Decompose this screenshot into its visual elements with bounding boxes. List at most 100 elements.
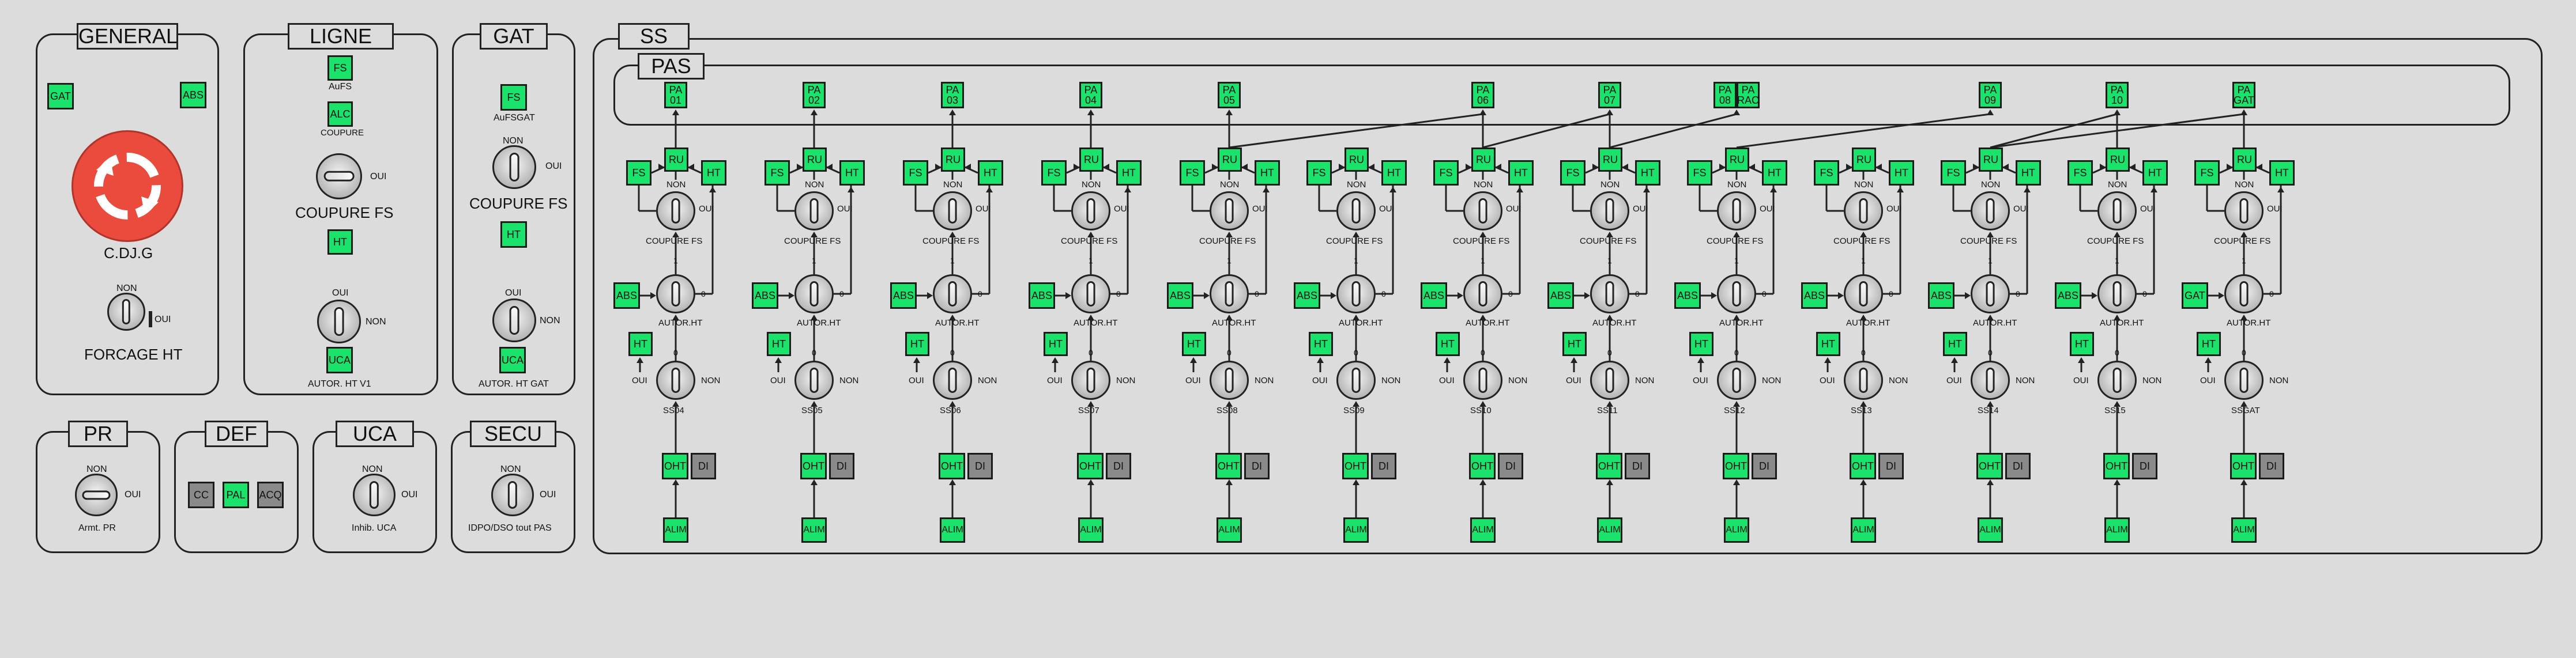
uca-selector[interactable] <box>353 474 396 516</box>
pas-indicator[interactable]: PA 06 <box>1471 82 1494 108</box>
alim-indicator[interactable]: ALIM <box>801 517 827 543</box>
ht2-indicator[interactable]: HT <box>905 332 929 356</box>
gat-coupure-fs-selector[interactable] <box>492 145 536 189</box>
abs-indicator[interactable]: ABS <box>1294 282 1320 309</box>
ht2-indicator[interactable]: HT <box>1816 332 1840 356</box>
ligne-ht-indicator[interactable]: HT <box>327 229 353 255</box>
autor-ht-selector[interactable] <box>1844 274 1883 313</box>
fs-indicator[interactable]: FS <box>1180 160 1205 186</box>
coupure-fs-selector[interactable] <box>794 191 834 230</box>
gat-fs-indicator[interactable]: FS <box>500 84 527 111</box>
ht2-indicator[interactable]: HT <box>2197 332 2221 356</box>
autor-ht-selector[interactable] <box>1336 274 1376 313</box>
oht-indicator[interactable]: OHT <box>1215 453 1242 479</box>
ht-indicator[interactable]: HT <box>2142 160 2168 186</box>
di-indicator[interactable]: DI <box>2132 453 2157 479</box>
di-indicator[interactable]: DI <box>1244 453 1270 479</box>
autor-ht-selector[interactable] <box>2224 274 2264 313</box>
def-cc-indicator[interactable]: CC <box>188 482 214 508</box>
ht2-indicator[interactable]: HT <box>2070 332 2094 356</box>
alim-indicator[interactable]: ALIM <box>1597 517 1622 543</box>
gat-autor-selector[interactable] <box>492 298 536 342</box>
ht2-indicator[interactable]: HT <box>1044 332 1068 356</box>
ss-selector[interactable] <box>2224 361 2264 400</box>
abs-indicator[interactable]: ABS <box>613 282 640 309</box>
autor-ht-selector[interactable] <box>1971 274 2010 313</box>
ht-indicator[interactable]: HT <box>1381 160 1407 186</box>
ht-indicator[interactable]: HT <box>1255 160 1280 186</box>
fs-indicator[interactable]: FS <box>1306 160 1332 186</box>
abs-indicator[interactable]: ABS <box>890 282 917 309</box>
oht-indicator[interactable]: OHT <box>2230 453 2257 479</box>
ht-indicator[interactable]: HT <box>1116 160 1142 186</box>
ht-indicator[interactable]: HT <box>1508 160 1534 186</box>
fs-indicator[interactable]: FS <box>903 160 928 186</box>
ligne-uca-indicator[interactable]: UCA <box>326 347 353 373</box>
alim-indicator[interactable]: ALIM <box>1724 517 1749 543</box>
alim-indicator[interactable]: ALIM <box>1078 517 1104 543</box>
ru-indicator[interactable]: RU <box>1079 148 1104 172</box>
ru-indicator[interactable]: RU <box>1979 148 2003 172</box>
pas-indicator[interactable]: PA 09 <box>1979 82 2002 108</box>
autor-ht-selector[interactable] <box>1071 274 1110 313</box>
ligne-coupure-fs-selector[interactable] <box>316 153 362 199</box>
abs-indicator[interactable]: ABS <box>1674 282 1701 309</box>
ht2-indicator[interactable]: HT <box>1436 332 1460 356</box>
ht2-indicator[interactable]: HT <box>767 332 791 356</box>
pas-indicator[interactable]: PA 08 <box>1713 82 1737 108</box>
general-gat-indicator[interactable]: GAT <box>47 83 74 109</box>
abs-indicator[interactable]: ABS <box>1029 282 1055 309</box>
secu-selector[interactable] <box>491 474 534 516</box>
ht-indicator[interactable]: HT <box>2016 160 2041 186</box>
ru-indicator[interactable]: RU <box>2232 148 2257 172</box>
fs-indicator[interactable]: FS <box>1433 160 1459 186</box>
coupure-fs-selector[interactable] <box>1210 191 1249 230</box>
pas-indicator[interactable]: PA 07 <box>1598 82 1621 108</box>
oht-indicator[interactable]: OHT <box>1342 453 1369 479</box>
pas-indicator[interactable]: PA 05 <box>1218 82 1241 108</box>
ss-selector[interactable] <box>794 361 834 400</box>
pr-selector[interactable] <box>75 474 118 516</box>
di-indicator[interactable]: DI <box>1498 453 1523 479</box>
abs-indicator[interactable]: ABS <box>2055 282 2081 309</box>
oht-indicator[interactable]: OHT <box>2103 453 2130 479</box>
coupure-fs-selector[interactable] <box>1971 191 2010 230</box>
abs-indicator[interactable]: ABS <box>1801 282 1828 309</box>
ru-indicator[interactable]: RU <box>1852 148 1876 172</box>
alim-indicator[interactable]: ALIM <box>2104 517 2130 543</box>
ss-selector[interactable] <box>656 361 695 400</box>
ss-selector[interactable] <box>933 361 972 400</box>
coupure-fs-selector[interactable] <box>656 191 695 230</box>
di-indicator[interactable]: DI <box>1878 453 1904 479</box>
ligne-fs-indicator[interactable]: FS <box>327 55 353 81</box>
ru-indicator[interactable]: RU <box>2106 148 2130 172</box>
abs-indicator[interactable]: ABS <box>1547 282 1574 309</box>
ht-indicator[interactable]: HT <box>701 160 726 186</box>
ru-indicator[interactable]: RU <box>803 148 827 172</box>
ligne-alc-indicator[interactable]: ALC <box>327 101 353 127</box>
coupure-fs-selector[interactable] <box>2224 191 2264 230</box>
fs-indicator[interactable]: FS <box>2067 160 2093 186</box>
alim-indicator[interactable]: ALIM <box>663 517 688 543</box>
coupure-fs-selector[interactable] <box>933 191 972 230</box>
di-indicator[interactable]: DI <box>1625 453 1650 479</box>
di-indicator[interactable]: DI <box>2259 453 2284 479</box>
ru-indicator[interactable]: RU <box>1345 148 1369 172</box>
autor-ht-selector[interactable] <box>656 274 695 313</box>
coupure-fs-selector[interactable] <box>1336 191 1376 230</box>
pas-indicator[interactable]: PA 04 <box>1079 82 1102 108</box>
ss-selector[interactable] <box>2097 361 2137 400</box>
abs-indicator[interactable]: GAT <box>2182 282 2208 309</box>
ru-indicator[interactable]: RU <box>1725 148 1749 172</box>
alim-indicator[interactable]: ALIM <box>2231 517 2257 543</box>
ss-selector[interactable] <box>1844 361 1883 400</box>
ss-selector[interactable] <box>1336 361 1376 400</box>
ht2-indicator[interactable]: HT <box>1309 332 1333 356</box>
pas-indicator[interactable]: PA 02 <box>803 82 826 108</box>
ru-indicator[interactable]: RU <box>1598 148 1622 172</box>
ht2-indicator[interactable]: HT <box>628 332 653 356</box>
di-indicator[interactable]: DI <box>1371 453 1396 479</box>
di-indicator[interactable]: DI <box>829 453 854 479</box>
alim-indicator[interactable]: ALIM <box>1343 517 1369 543</box>
autor-ht-selector[interactable] <box>2097 274 2137 313</box>
